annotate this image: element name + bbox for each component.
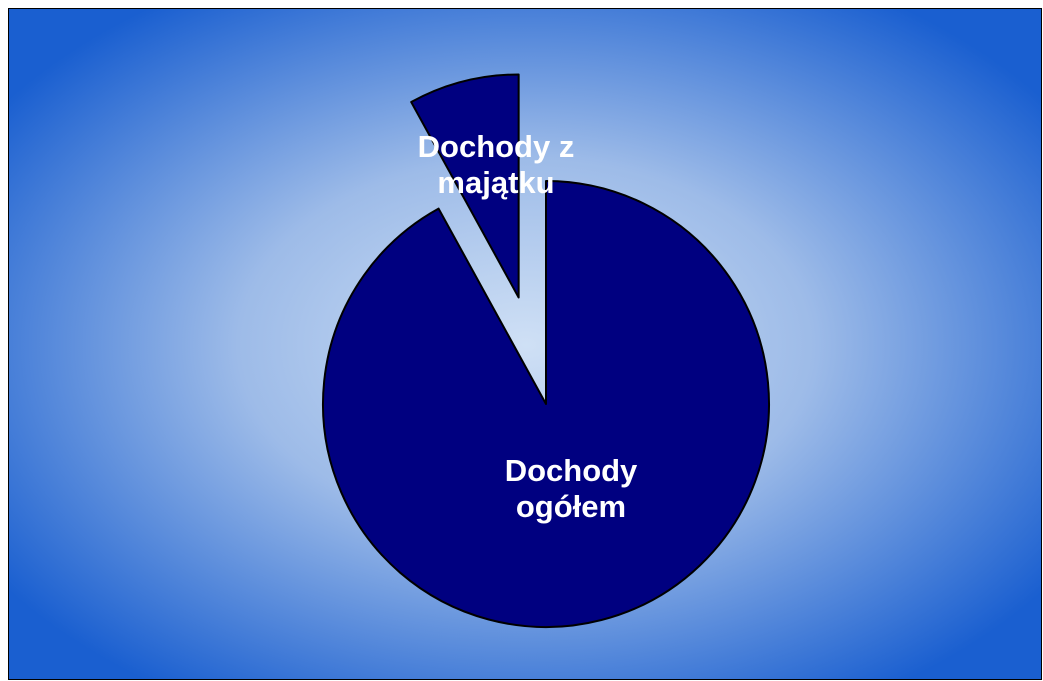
labels-layer: Dochody ogółem Dochody z majątku — [418, 129, 638, 524]
pie-slice-label-dochody-z-majatku: Dochody z majątku — [418, 129, 575, 200]
slice-label-line: Dochody — [505, 453, 638, 488]
pie-chart: Dochody ogółem Dochody z majątku — [9, 9, 1041, 679]
pie-slice-label-dochody-ogolem: Dochody ogółem — [505, 453, 638, 524]
slices-layer — [322, 73, 770, 628]
slice-label-line: majątku — [437, 165, 554, 200]
pie-slice-dochody-z-majatku — [410, 73, 520, 299]
slice-label-line: ogółem — [516, 489, 626, 524]
chart-frame: Dochody ogółem Dochody z majątku — [8, 8, 1042, 680]
slice-label-line: Dochody z — [418, 129, 575, 164]
pie-slice-dochody-ogolem — [322, 180, 770, 628]
